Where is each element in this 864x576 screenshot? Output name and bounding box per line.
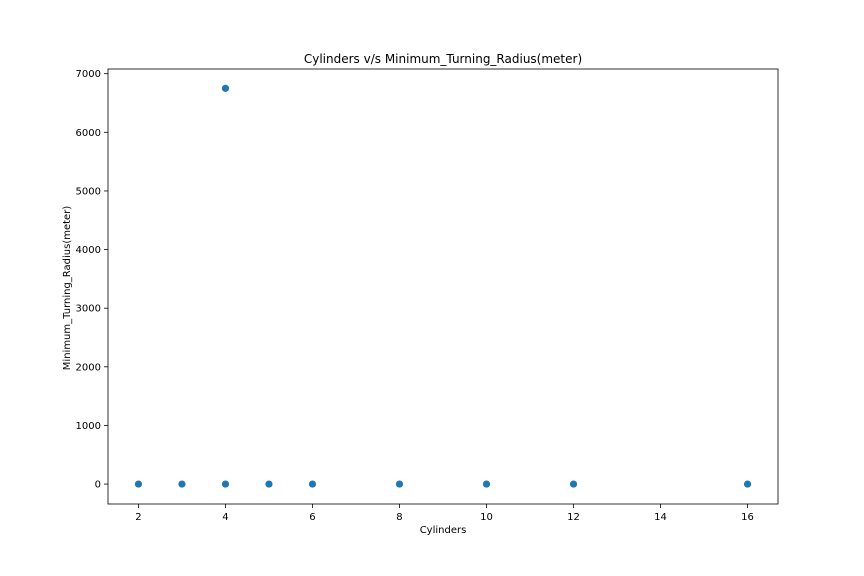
data-point [221,84,230,92]
x-axis-title: Cylinders [420,525,467,536]
data-point [134,480,143,488]
y-axis: 0 1000 2000 3000 4000 5000 6000 7000 [76,69,108,491]
x-tick-label: 2 [135,512,141,523]
y-axis-title: Minimum_Turning_Radius(meter) [62,206,73,371]
y-tick-label: 5000 [76,186,101,197]
data-point [221,480,230,488]
y-tick-label: 1000 [76,421,101,432]
chart-title: Cylinders v/s Minimum_Turning_Radius(met… [304,52,582,66]
y-tick-label: 0 [95,480,101,491]
x-tick-label: 14 [654,512,667,523]
y-tick-label: 6000 [76,128,101,139]
plot-area-frame [107,68,779,505]
y-tick-label: 2000 [76,362,101,373]
x-tick-label: 12 [567,512,580,523]
data-point [395,480,404,488]
y-tick-label: 4000 [76,245,101,256]
y-tick-label: 7000 [76,69,101,80]
data-points [134,84,752,488]
data-point [265,480,273,488]
y-tick-label: 3000 [76,304,101,315]
data-point [743,480,752,488]
data-point [569,480,578,488]
x-tick-label: 8 [396,512,402,523]
x-tick-label: 4 [222,512,228,523]
x-tick-label: 10 [480,512,493,523]
data-point [308,480,317,488]
data-point [482,480,491,488]
data-point [178,480,186,488]
x-axis: 2 4 6 8 10 12 14 16 [135,504,754,523]
x-tick-label: 6 [309,512,315,523]
x-tick-label: 16 [741,512,754,523]
